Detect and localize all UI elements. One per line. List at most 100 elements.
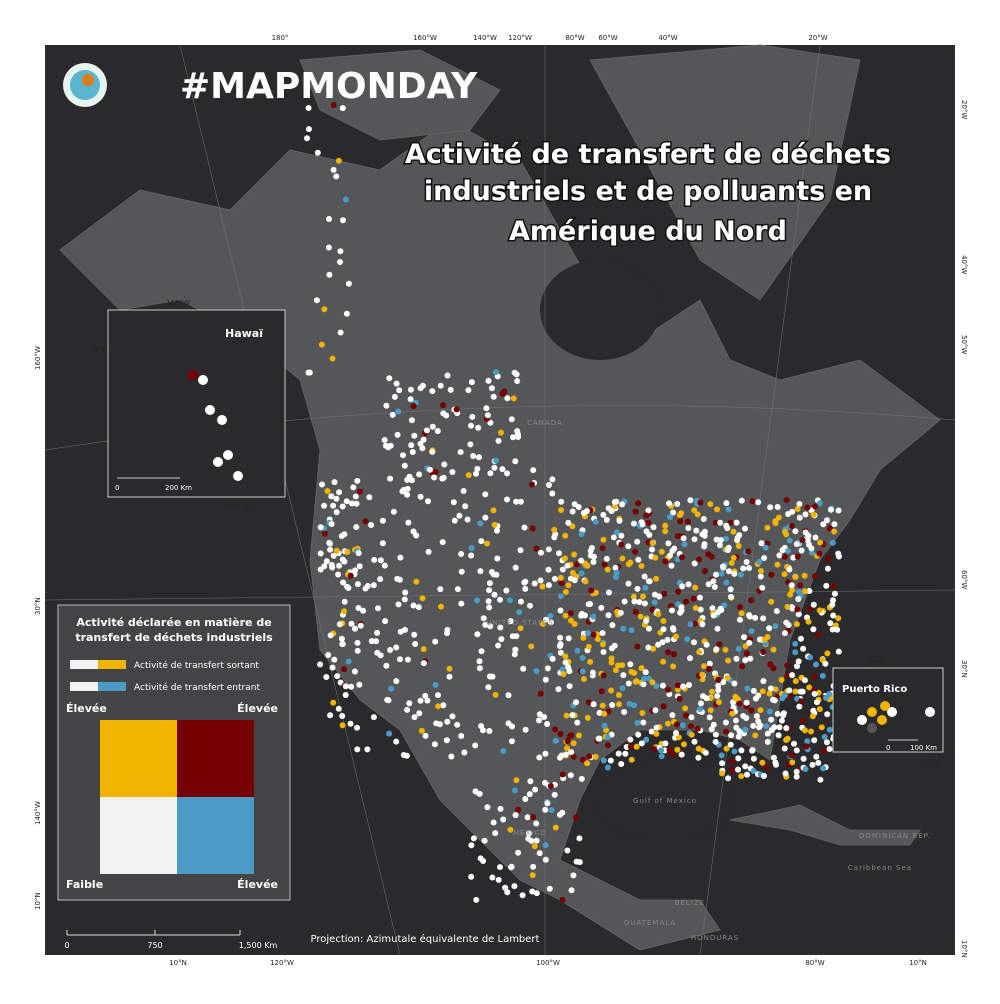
hex: [465, 387, 472, 394]
hex: [530, 863, 537, 870]
hex: [547, 783, 554, 789]
scale-label: 1,500 Km: [239, 941, 278, 950]
hex: [401, 596, 408, 603]
hex: [437, 586, 444, 593]
hex: [649, 606, 656, 613]
hex: [669, 607, 675, 614]
hex: [630, 520, 637, 527]
hex: [665, 540, 672, 547]
hex: [458, 568, 465, 575]
hex: [729, 710, 736, 717]
hex: [684, 518, 691, 525]
hex: [514, 378, 521, 384]
legend-axis: Élevée: [237, 878, 278, 891]
hex: [632, 548, 639, 555]
hex: [570, 740, 577, 747]
hex: [797, 635, 804, 642]
title-line: Amérique du Nord: [509, 216, 787, 247]
hex: [329, 355, 336, 362]
hex: [658, 548, 665, 555]
hex: [305, 105, 312, 111]
legend-title: transfert de déchets industriels: [75, 631, 273, 644]
hex: [692, 584, 699, 591]
hex: [662, 528, 669, 535]
hex: [784, 548, 791, 554]
hex: [603, 555, 610, 562]
hex: [447, 386, 454, 393]
hex: [738, 747, 745, 754]
hex: [796, 703, 803, 710]
hex: [557, 574, 564, 581]
hex: [497, 864, 503, 871]
hex: [691, 560, 698, 567]
hex: [489, 874, 496, 881]
hex: [662, 558, 669, 565]
hex: [600, 757, 607, 764]
hex: [621, 709, 628, 715]
hex: [730, 554, 737, 561]
hex: [789, 587, 796, 593]
hex: [431, 474, 438, 481]
hex: [592, 753, 599, 760]
hex: [383, 402, 390, 409]
hex: [340, 579, 347, 586]
hex: [330, 102, 337, 108]
hex: [389, 411, 396, 418]
arctic-islands: [299, 49, 501, 141]
hex: [609, 622, 616, 629]
hex: [397, 656, 403, 663]
hex: [533, 837, 540, 844]
hex: [715, 682, 722, 689]
hex: [740, 565, 747, 572]
hex: [513, 498, 520, 505]
hex: [609, 702, 616, 708]
hex: [559, 771, 566, 778]
hex: [473, 896, 480, 903]
hex: [579, 668, 586, 675]
hex: [646, 625, 652, 632]
hex: [339, 722, 346, 729]
hex: [458, 600, 465, 607]
hex: [819, 672, 826, 679]
hex: [727, 519, 734, 526]
hex: [605, 612, 612, 619]
hex: [486, 587, 493, 594]
hex: [511, 883, 518, 890]
hex: [820, 747, 827, 754]
hex: [594, 636, 601, 643]
hex: [558, 580, 565, 587]
hex: [648, 728, 655, 735]
hex: [761, 773, 767, 779]
hex: [567, 575, 574, 582]
hex: [401, 462, 408, 469]
hex: [507, 618, 514, 625]
hex: [662, 522, 669, 529]
hex: [502, 884, 509, 891]
hex: [653, 724, 660, 731]
hex: [327, 712, 334, 719]
hex: [499, 466, 506, 473]
hex: [642, 669, 649, 676]
hex: [665, 649, 672, 656]
hex: [354, 746, 361, 753]
hex: [503, 587, 510, 594]
hex: [540, 620, 546, 627]
hex: [787, 591, 794, 598]
hex: [817, 539, 824, 546]
hex: [782, 528, 788, 535]
hex: [510, 434, 516, 441]
hex: [659, 682, 666, 689]
hex: [772, 520, 779, 527]
hex: [351, 668, 358, 675]
hex: [719, 563, 726, 570]
hex: [549, 476, 556, 483]
hex: [798, 698, 805, 705]
grid-label: 160°W: [413, 34, 437, 42]
hex: [764, 738, 771, 745]
hex: [714, 506, 720, 513]
hex: [558, 507, 565, 513]
hex: [335, 705, 342, 712]
hex: [429, 448, 436, 455]
hex: [551, 791, 558, 798]
hex: [673, 633, 679, 640]
